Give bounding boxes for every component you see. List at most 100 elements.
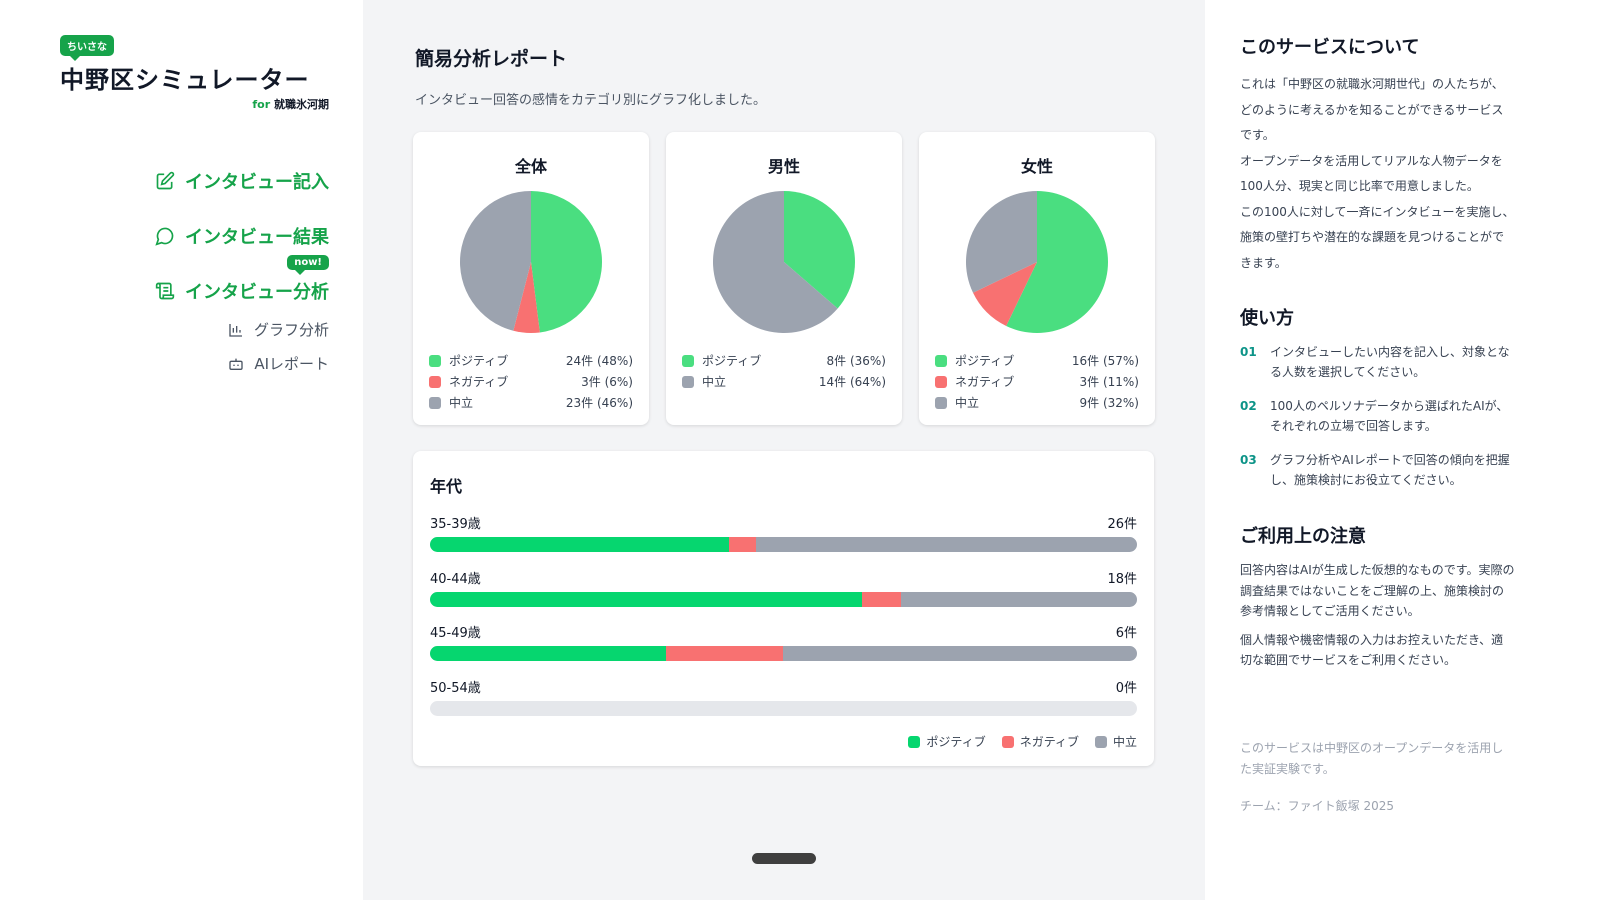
footer-text: このサービスは中野区のオープンデータを活用した実証実験です。: [1240, 741, 1504, 776]
pie-chart: [713, 191, 855, 333]
step-number: 02: [1240, 399, 1257, 413]
pie-legend: ポジティブ 24件 (48%) ネガティブ 3件 (6%) 中立 23件 (46%): [429, 350, 633, 413]
legend-value: 24件 (48%): [565, 354, 633, 368]
age-label: 45-49歳: [430, 626, 481, 641]
about-title: このサービスについて: [1240, 37, 1420, 58]
info-panel: このサービスについて これは「中野区の就職氷河期世代」の人たちが、どのように考え…: [1205, 0, 1600, 900]
legend-item: 中立 14件 (64%): [682, 371, 886, 392]
step-item: 03 グラフ分析やAIレポートで回答の傾向を把握し、施策検討にお役立てください。: [1240, 450, 1520, 490]
bar-segment: [783, 646, 1137, 661]
pie-slice: [784, 191, 855, 309]
sidebar: ちいさな 中野区シミュレーター for 就職氷河期 インタビュー記入 インタビュ…: [0, 0, 363, 900]
stacked-bar: [430, 591, 1137, 607]
nav-label: インタビュー分析: [185, 282, 329, 303]
age-chart-card: 年代 35-39歳 26件 40-44歳 18件 45-49歳 6件 50-54歳 0件 ポジ…: [413, 451, 1154, 766]
legend-value: 8件 (36%): [826, 354, 887, 368]
nav-interview-input[interactable]: インタビュー記入: [155, 168, 329, 194]
now-badge: now!: [287, 255, 329, 275]
legend-swatch: [429, 396, 441, 409]
pie-title: 女性: [1020, 157, 1053, 176]
logo-title[interactable]: 中野区シミュレーター: [60, 66, 310, 94]
about-para: オープンデータを活用してリアルな人物データを100人分、現実と同じ比率で用意しま…: [1240, 153, 1503, 194]
step-text: 100人のペルソナデータから選ばれたAIが、それぞれの立場で回答します。: [1270, 399, 1509, 433]
pie-slice: [713, 191, 838, 333]
pie-card-male: 男性 ポジティブ 8件 (36%) 中立 14件 (64%): [666, 132, 902, 425]
logo-for: for: [252, 98, 271, 111]
legend-swatch: [682, 354, 694, 367]
bar-chart-icon: [229, 323, 242, 337]
stacked-bar: [430, 646, 1137, 661]
pie-title: 男性: [767, 157, 800, 176]
legend-value: 3件 (11%): [1079, 375, 1140, 389]
legend-swatch: [935, 396, 947, 409]
scroll-handle[interactable]: [752, 853, 816, 864]
age-label: 40-44歳: [430, 571, 481, 587]
legend-item: ポジティブ: [908, 733, 986, 750]
legend-item: 中立: [1094, 733, 1137, 750]
legend-label: 中立: [449, 396, 474, 410]
age-total: 6件: [1115, 626, 1137, 641]
bar-segment: [430, 646, 666, 661]
pie-card-female: 女性 ポジティブ 16件 (57%) ネガティブ 3件 (11%) 中立 9件 (32%): [919, 132, 1155, 425]
bar-segment: [901, 591, 1137, 607]
legend-label: ネガティブ: [1019, 735, 1079, 749]
about-para: この100人に対して一斉にインタビューを実施し、施策の壁打ちや潜在的な課題を見つ…: [1240, 204, 1515, 270]
legend-label: ポジティブ: [955, 354, 1015, 368]
legend-label: ポジティブ: [702, 354, 762, 368]
pie-chart: [966, 191, 1108, 333]
legend-item: 中立 9件 (32%): [935, 392, 1139, 413]
bar-segment: [430, 537, 730, 552]
notice-para: 個人情報や機密情報の入力はお控えいただき、適切な範囲でサービスをご利用ください。: [1240, 632, 1504, 668]
age-total: 18件: [1107, 571, 1137, 587]
legend-swatch: [1001, 735, 1014, 748]
nav-interview-results[interactable]: インタビュー結果: [155, 223, 329, 249]
legend-value: 14件 (64%): [818, 375, 886, 389]
pie-slice: [531, 191, 602, 333]
legend-item: ネガティブ 3件 (6%): [429, 371, 633, 392]
pie-title: 全体: [514, 157, 547, 176]
legend-swatch: [429, 375, 441, 388]
main-content: 簡易分析レポート インタビュー回答の感情をカテゴリ別にグラフ化しました。 全体 …: [363, 0, 1205, 900]
notice-title: ご利用上の注意: [1240, 526, 1366, 547]
age-label: 35-39歳: [430, 517, 481, 532]
subnav-ai-report[interactable]: AIレポート: [228, 353, 329, 374]
pie-legend: ポジティブ 8件 (36%) 中立 14件 (64%): [682, 350, 886, 392]
pie-slice: [513, 262, 540, 333]
legend-item: ポジティブ 16件 (57%): [935, 350, 1139, 371]
legend-label: ネガティブ: [449, 375, 509, 389]
legend-swatch: [429, 354, 441, 367]
pie-slice: [1006, 191, 1108, 333]
legend-swatch: [1094, 735, 1107, 748]
bar-segment: [729, 537, 757, 552]
age-label: 50-54歳: [430, 680, 481, 696]
legend-label: ネガティブ: [955, 375, 1015, 389]
logo-badge: ちいさな: [60, 35, 114, 61]
legend-label: 中立: [955, 396, 980, 410]
robot-icon: [229, 358, 243, 370]
pie-card-all: 全体 ポジティブ 24件 (48%) ネガティブ 3件 (6%) 中立 23件 (46%): [413, 132, 649, 425]
nav-label: インタビュー記入: [185, 172, 329, 193]
step-item: 01 インタビューしたい内容を記入し、対象となる人数を選択してください。: [1240, 342, 1520, 382]
legend-label: ポジティブ: [449, 354, 509, 368]
legend-label: 中立: [702, 375, 727, 389]
legend-value: 3件 (6%): [581, 375, 633, 389]
stacked-bar: [430, 537, 1137, 552]
legend-item: ネガティブ: [1001, 733, 1079, 750]
subnav-graph-analysis[interactable]: グラフ分析: [228, 319, 329, 340]
pie-slice: [973, 262, 1037, 326]
edit-icon: [156, 171, 175, 190]
legend-swatch: [935, 375, 947, 388]
legend-label: 中立: [1112, 735, 1137, 749]
notice-text: 回答内容はAIが生成した仮想的なものです。実際の調査結果ではないことをご理解の上…: [1240, 560, 1515, 671]
nav-interview-analysis[interactable]: インタビュー分析: [155, 278, 329, 304]
bar-segment: [430, 591, 863, 607]
legend-item: ポジティブ 24件 (48%): [429, 350, 633, 371]
logo-subtitle: for 就職氷河期: [252, 96, 329, 112]
nav-label: インタビュー結果: [185, 227, 329, 248]
legend-swatch: [908, 735, 921, 748]
step-number: 01: [1240, 345, 1257, 359]
chat-bubble-icon: [155, 227, 174, 246]
age-legend: ポジティブ ネガティブ 中立: [908, 733, 1137, 750]
age-row: 35-39歳 26件: [430, 513, 1137, 553]
bar-segment: [665, 646, 784, 661]
